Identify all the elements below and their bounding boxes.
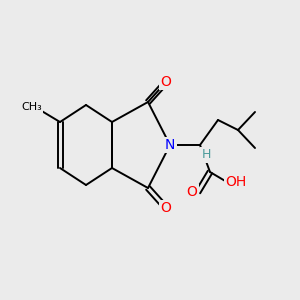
Text: O: O xyxy=(187,185,197,199)
Text: O: O xyxy=(160,75,171,89)
Text: CH₃: CH₃ xyxy=(22,102,42,112)
Text: O: O xyxy=(160,201,171,215)
Text: N: N xyxy=(165,138,175,152)
Text: H: H xyxy=(201,148,211,161)
Text: OH: OH xyxy=(225,175,247,189)
